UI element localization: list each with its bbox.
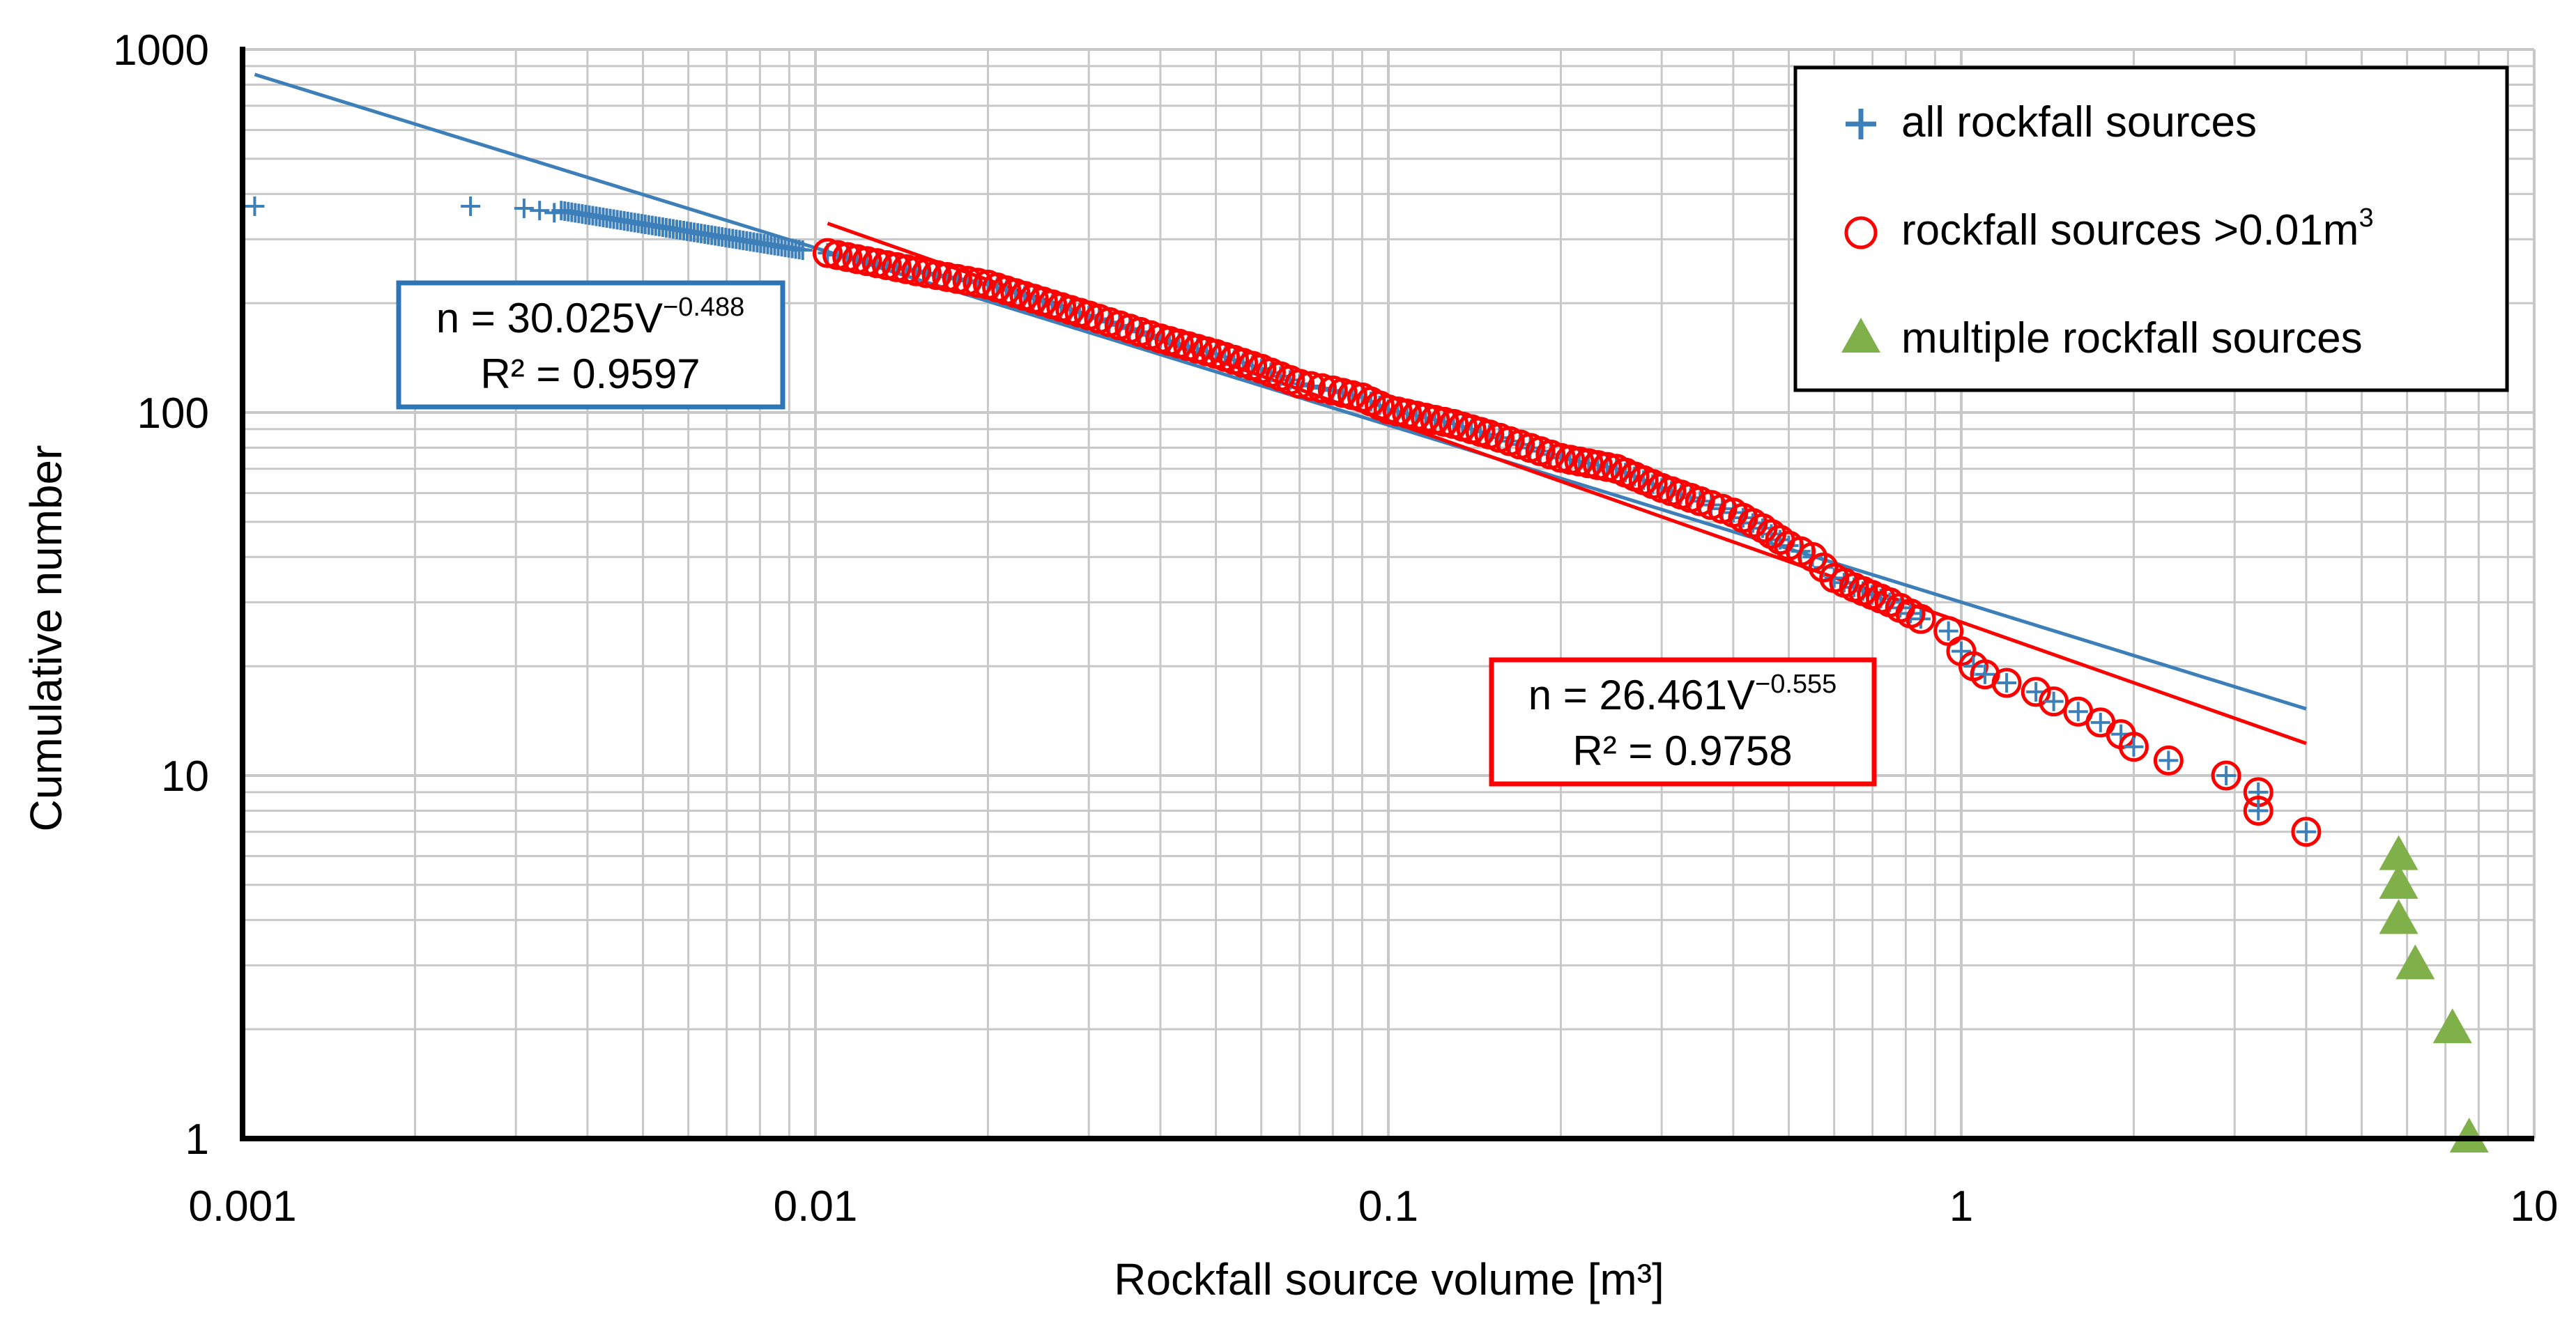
- circle-point: [963, 268, 993, 298]
- plus-point: [514, 199, 534, 219]
- plus-point: [461, 196, 481, 216]
- plus-point-overlap: [2159, 750, 2179, 771]
- circle-point: [2118, 732, 2149, 762]
- fit-line-0: [254, 72, 2307, 711]
- circle-point: [952, 265, 983, 296]
- circle-point: [921, 260, 952, 291]
- fit-label-all: n = 30.025V−0.488 R² = 0.9597: [396, 280, 785, 410]
- y-tick-label: 10: [161, 753, 209, 801]
- circle-point: [2039, 686, 2069, 717]
- fit-label-large: n = 26.461V−0.555 R² = 0.9758: [1489, 657, 1877, 787]
- circle-point: [1797, 541, 1828, 572]
- plus-point-overlap: [2044, 691, 2064, 711]
- circle-point: [901, 256, 932, 286]
- x-tick-label: 0.001: [188, 1182, 296, 1231]
- circle-point: [911, 258, 942, 288]
- fit-label-all-equation: n = 30.025V−0.488: [436, 293, 745, 341]
- x-tick-label: 0.01: [774, 1182, 858, 1231]
- triangle-point: [2432, 1008, 2472, 1044]
- circle-point: [1906, 603, 1936, 634]
- legend-marker-triangle: [1841, 318, 1880, 353]
- x-tick-label: 10: [2510, 1182, 2559, 1231]
- plus-point-overlap: [1975, 664, 1995, 684]
- plus-point: [245, 196, 265, 216]
- data-points: [245, 196, 2489, 1152]
- fit-label-large-equation: n = 26.461V−0.555: [1528, 670, 1837, 718]
- plus-point-overlap: [1733, 508, 1753, 528]
- fit-label-all-r2: R² = 0.9597: [480, 350, 700, 397]
- circle-point: [1808, 552, 1839, 583]
- x-axis-title: Rockfall source volume [m³]: [1114, 1254, 1664, 1304]
- legend-marker-plus: [1846, 109, 1876, 139]
- circle-point: [932, 262, 963, 293]
- circle-point: [1296, 371, 1326, 401]
- triangle-point: [2449, 1118, 2489, 1152]
- triangle-point: [2379, 835, 2418, 870]
- circle-point: [1285, 369, 1315, 399]
- plus-point: [792, 240, 813, 261]
- plus-point-overlap: [1938, 621, 1958, 641]
- legend: all rockfall sources rockfall sources >0…: [1793, 65, 2509, 392]
- plus-point-overlap: [2248, 801, 2269, 821]
- y-axis-title: Cumulative number: [21, 445, 71, 832]
- y-tick-labels: 1 10 100 1000: [113, 26, 209, 1164]
- y-tick-label: 100: [137, 390, 209, 438]
- plus-point-overlap: [1997, 673, 2017, 693]
- circle-point: [1306, 373, 1337, 403]
- triangle-point: [2395, 944, 2435, 980]
- legend-marker-circle: [1844, 216, 1878, 249]
- circle-point: [2021, 677, 2051, 707]
- plus-point: [530, 201, 550, 221]
- plus-point-overlap: [1742, 513, 1763, 533]
- plus-point-overlap: [2296, 822, 2316, 842]
- circle-point: [2153, 745, 2184, 776]
- x-tick-label: 1: [1949, 1182, 1973, 1231]
- legend-label-large: rockfall sources >0.01m3: [1901, 203, 2374, 254]
- circle-point: [1991, 668, 2022, 698]
- axes: [240, 47, 2534, 1141]
- plus-point-overlap: [2090, 712, 2110, 732]
- circle-point: [2291, 817, 2322, 847]
- y-tick-label: 1: [185, 1116, 209, 1164]
- fit-label-large-r2: R² = 0.9758: [1572, 727, 1792, 774]
- plus-point-overlap: [2124, 737, 2144, 757]
- circle-point: [2211, 760, 2241, 791]
- legend-label-multiple: multiple rockfall sources: [1901, 314, 2363, 362]
- triangle-point: [2379, 863, 2418, 899]
- circle-point: [2243, 795, 2274, 826]
- legend-label-all: all rockfall sources: [1901, 98, 2257, 146]
- plus-point-overlap: [2068, 702, 2088, 722]
- circle-point: [942, 263, 972, 294]
- x-tick-labels: 0.001 0.01 0.1 1 10: [188, 1182, 2558, 1231]
- y-tick-label: 1000: [113, 26, 209, 75]
- x-tick-label: 0.1: [1358, 1182, 1418, 1231]
- plus-point-overlap: [2216, 766, 2237, 785]
- legend-markers: [1841, 109, 1880, 353]
- triangle-point: [2379, 899, 2418, 934]
